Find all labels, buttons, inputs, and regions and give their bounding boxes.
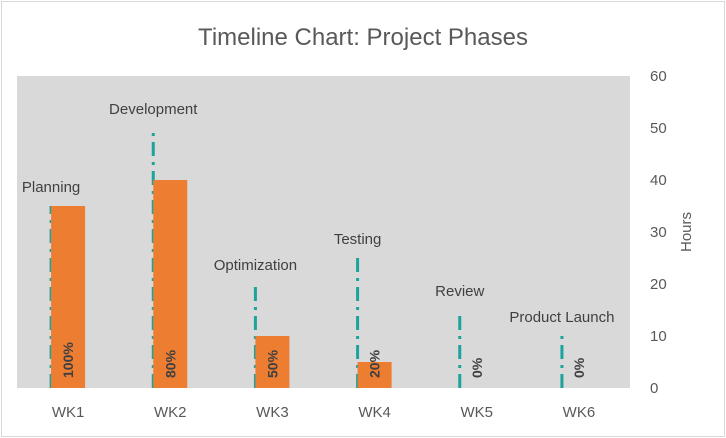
y-axis-title: Hours: [678, 212, 695, 252]
phase-label: Planning: [22, 179, 80, 196]
bar: [51, 206, 86, 388]
y-tick-label: 0: [650, 380, 658, 397]
phase-label: Testing: [334, 231, 382, 248]
phase-label: Optimization: [214, 257, 297, 274]
y-tick-label: 30: [650, 224, 667, 241]
phase-label: Development: [109, 101, 198, 118]
y-tick-label: 10: [650, 328, 667, 345]
x-tick-label: WK4: [358, 404, 391, 421]
completion-label: 20%: [367, 349, 383, 378]
phase-label: Review: [435, 283, 484, 300]
phase-label: Product Launch: [509, 309, 614, 326]
x-tick-label: WK1: [52, 404, 85, 421]
plot-marks: Planning 100% Development 80% Optimization 50…: [22, 101, 614, 388]
bar: [255, 336, 290, 388]
completion-label: 80%: [162, 349, 178, 378]
y-tick-label: 20: [650, 276, 667, 293]
y-axis: 0 10 20 30 40 50 60: [650, 68, 667, 397]
x-tick-label: WK6: [563, 404, 596, 421]
y-tick-label: 60: [650, 68, 667, 85]
x-tick-label: WK5: [460, 404, 493, 421]
bar: [153, 180, 188, 388]
x-axis: WK1 WK2 WK3 WK4 WK5 WK6: [52, 404, 595, 421]
completion-label: 100%: [60, 342, 76, 378]
chart-title: Timeline Chart: Project Phases: [198, 24, 528, 51]
completion-label: 50%: [264, 349, 280, 378]
y-tick-label: 40: [650, 172, 667, 189]
y-tick-label: 50: [650, 120, 667, 137]
x-tick-label: WK3: [256, 404, 289, 421]
completion-label: 0%: [571, 357, 587, 378]
bar: [357, 362, 392, 388]
x-tick-label: WK2: [154, 404, 187, 421]
completion-label: 0%: [469, 357, 485, 378]
plot-area: [17, 76, 630, 388]
